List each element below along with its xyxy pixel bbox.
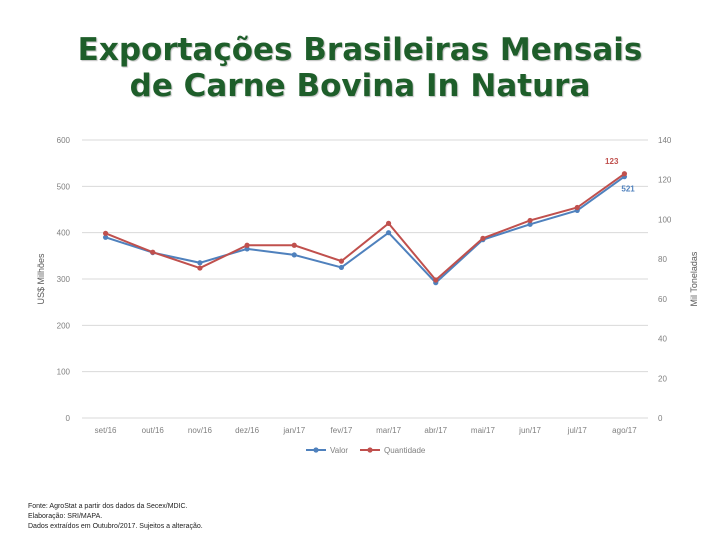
x-tick-label: mar/17 bbox=[376, 426, 401, 435]
series-quantidade bbox=[102, 171, 628, 283]
data-point bbox=[291, 252, 297, 258]
x-tick-label: jun/17 bbox=[518, 426, 541, 435]
y2-tick-label: 140 bbox=[658, 136, 672, 145]
y-tick-label: 200 bbox=[57, 321, 71, 330]
series-valor bbox=[102, 174, 628, 286]
legend-swatch-marker bbox=[313, 447, 319, 453]
series-line-quantidade bbox=[105, 172, 625, 282]
x-tick-label: abr/17 bbox=[424, 426, 447, 435]
gridlines bbox=[82, 139, 648, 419]
x-axis-ticks: set/16 out/16 nov/16 dez/16 jan/17 fev/17 mar/… bbox=[95, 426, 638, 435]
y2-tick-label: 80 bbox=[658, 255, 667, 264]
data-point bbox=[291, 242, 297, 248]
y-axis-right-ticks: 0 20 40 60 80 100 120 140 bbox=[658, 136, 672, 423]
slide-title-line-2: de Carne Bovina In Natura bbox=[129, 68, 591, 104]
x-tick-label: out/16 bbox=[142, 426, 165, 435]
footnote-source: Fonte: AgroStat a partir dos dados da Se… bbox=[28, 503, 188, 510]
data-point bbox=[433, 277, 439, 283]
chart-legend: Valor Quantidade bbox=[306, 446, 426, 455]
data-point bbox=[385, 220, 392, 226]
data-point bbox=[527, 217, 533, 224]
data-point bbox=[385, 230, 392, 236]
data-label: 123 bbox=[605, 157, 619, 166]
y-tick-label: 500 bbox=[57, 182, 71, 191]
data-point bbox=[244, 246, 250, 252]
legend-swatch-marker bbox=[367, 447, 373, 453]
y-tick-label: 600 bbox=[57, 136, 71, 145]
data-label: 521 bbox=[621, 185, 635, 194]
slide-title: Exportações Brasileiras Mensais de Carne… bbox=[0, 32, 720, 104]
data-point bbox=[102, 230, 109, 236]
data-point bbox=[197, 260, 203, 266]
data-point bbox=[197, 265, 203, 271]
y2-tick-label: 60 bbox=[658, 295, 667, 304]
y-axis-left-title: US$ Milhões bbox=[36, 253, 46, 305]
y2-tick-label: 120 bbox=[658, 176, 672, 185]
data-point bbox=[527, 221, 533, 227]
series-line-valor bbox=[105, 175, 625, 285]
y-tick-label: 300 bbox=[57, 275, 71, 284]
x-tick-label: fev/17 bbox=[331, 426, 353, 435]
data-point bbox=[338, 264, 345, 271]
chart-annotations: 123 521 bbox=[605, 157, 635, 194]
y2-tick-label: 100 bbox=[658, 215, 672, 224]
x-tick-label: set/16 bbox=[95, 426, 117, 435]
source-footnote: Fonte: AgroStat a partir dos dados da Se… bbox=[28, 502, 203, 532]
data-point bbox=[338, 258, 345, 264]
chart-series bbox=[102, 171, 628, 286]
x-tick-label: mai/17 bbox=[471, 426, 496, 435]
y-axis-left-ticks: 0 100 200 300 400 500 600 bbox=[57, 136, 71, 423]
legend-label: Valor bbox=[330, 446, 348, 455]
data-point bbox=[102, 234, 109, 240]
data-point bbox=[244, 242, 250, 248]
y2-tick-label: 20 bbox=[658, 374, 667, 383]
data-point bbox=[480, 235, 486, 241]
y-tick-label: 0 bbox=[66, 414, 71, 423]
footnote-extraction: Dados extraídos em Outubro/2017. Sujeito… bbox=[28, 523, 203, 530]
y-tick-label: 400 bbox=[57, 229, 71, 238]
y2-tick-label: 0 bbox=[658, 414, 663, 423]
x-tick-label: jul/17 bbox=[567, 426, 588, 435]
footnote-elaboration: Elaboração: SRI/MAPA. bbox=[28, 513, 103, 520]
x-tick-label: nov/16 bbox=[188, 426, 213, 435]
legend-label: Quantidade bbox=[384, 446, 426, 455]
x-tick-label: ago/17 bbox=[612, 426, 637, 435]
y2-tick-label: 40 bbox=[658, 335, 667, 344]
slide-title-line-1: Exportações Brasileiras Mensais bbox=[77, 32, 643, 68]
x-tick-label: dez/16 bbox=[235, 426, 260, 435]
data-point bbox=[574, 204, 580, 211]
y-tick-label: 100 bbox=[57, 368, 71, 377]
data-point bbox=[621, 171, 628, 177]
data-point bbox=[150, 249, 156, 255]
x-tick-label: jan/17 bbox=[282, 426, 305, 435]
y-axis-right-title: Mil Toneladas bbox=[689, 251, 699, 306]
